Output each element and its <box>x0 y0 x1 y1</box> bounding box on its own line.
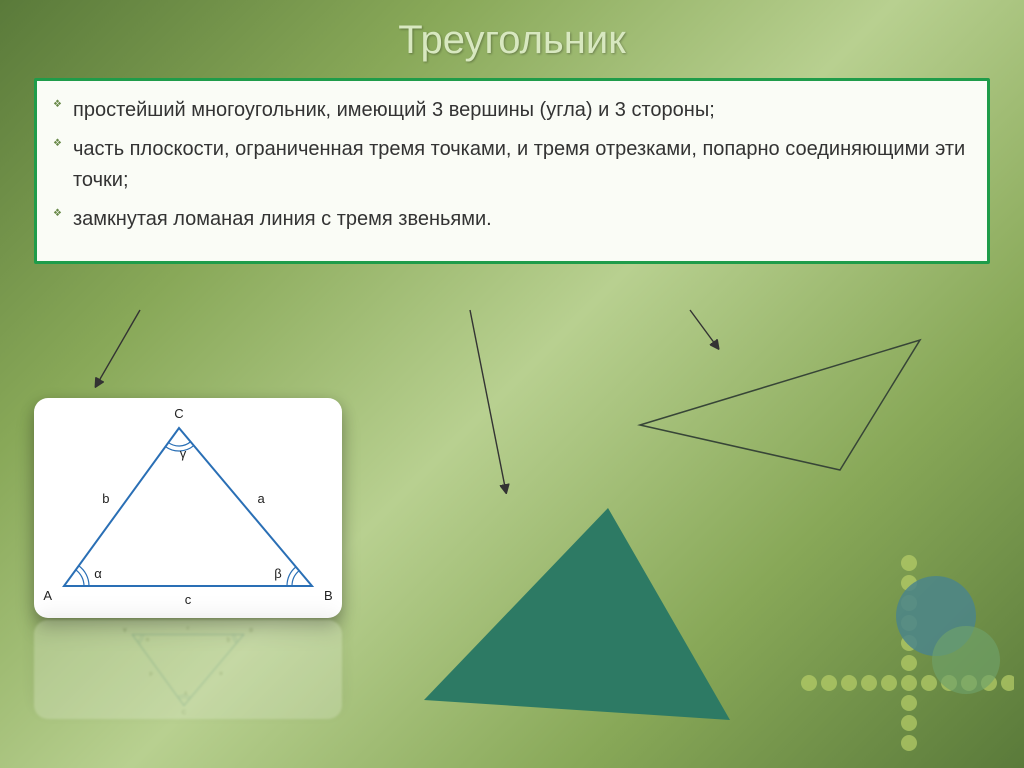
svg-text:c: c <box>187 624 190 630</box>
svg-text:α: α <box>94 566 102 581</box>
svg-text:B: B <box>324 588 333 603</box>
wireframe-triangle <box>630 330 930 480</box>
labeled-triangle-card: A B Ca b c α β γ <box>34 398 342 618</box>
definition-item: простейший многоугольник, имеющий 3 верш… <box>53 95 971 126</box>
svg-text:A: A <box>123 626 127 632</box>
svg-text:C: C <box>182 708 186 714</box>
definition-item: замкнутая ломаная линия с тремя звеньями… <box>53 204 971 235</box>
svg-text:β: β <box>227 636 231 642</box>
slide-title: Треугольник <box>0 18 1024 63</box>
decoration-graphic <box>784 528 1014 758</box>
svg-text:a: a <box>219 670 223 676</box>
svg-text:A: A <box>43 588 52 603</box>
definitions-box: простейший многоугольник, имеющий 3 верш… <box>34 78 990 264</box>
svg-text:c: c <box>185 592 192 607</box>
svg-text:γ: γ <box>180 446 187 461</box>
svg-text:b: b <box>102 491 109 506</box>
svg-text:B: B <box>249 626 253 632</box>
labeled-triangle-reflection: A B Ca b c α β γ <box>34 620 342 719</box>
svg-text:β: β <box>274 566 281 581</box>
svg-text:a: a <box>258 491 266 506</box>
svg-text:b: b <box>149 670 152 676</box>
svg-text:C: C <box>174 406 183 421</box>
labeled-triangle-svg: A B Ca b c α β γ <box>34 398 342 618</box>
svg-text:γ: γ <box>184 690 187 696</box>
slide: Треугольник простейший многоугольник, им… <box>0 0 1024 768</box>
definitions-list: простейший многоугольник, имеющий 3 верш… <box>53 95 971 235</box>
svg-text:α: α <box>146 636 150 642</box>
definition-item: часть плоскости, ограниченная тремя точк… <box>53 134 971 196</box>
filled-triangle <box>410 500 740 730</box>
